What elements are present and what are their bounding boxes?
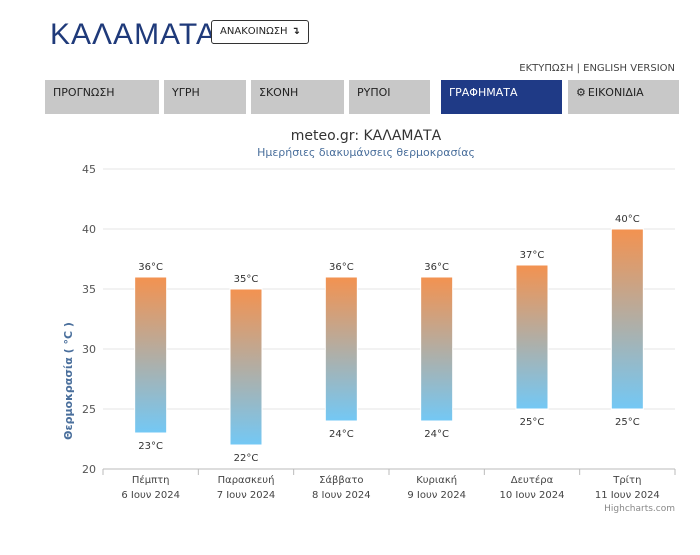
- tab-label: ΓΡΑΦΗΜΑΤΑ: [449, 86, 518, 99]
- low-temp-label: 22°C: [234, 453, 259, 464]
- temperature-bar: [515, 264, 549, 410]
- x-tick-date: 7 Ιουν 2024: [217, 490, 276, 501]
- x-tick-date: 11 Ιουν 2024: [595, 490, 660, 501]
- announcement-button[interactable]: ΑΝΑΚΟΙΝΩΣΗ ↴: [211, 20, 309, 44]
- tab-forecast[interactable]: ΠΡΟΓΝΩΣΗ: [45, 80, 159, 114]
- page-title: ΚΑΛΑΜΑΤΑ: [50, 18, 217, 51]
- tab-humidity[interactable]: ΥΓΡΗ: [164, 80, 246, 114]
- temperature-bar: [610, 228, 644, 410]
- temperature-bar: [324, 276, 358, 422]
- tab-charts[interactable]: ΓΡΑΦΗΜΑΤΑ: [441, 80, 562, 114]
- tab-label: ΠΡΟΓΝΩΣΗ: [53, 86, 115, 99]
- link-separator: |: [576, 63, 580, 74]
- x-tick-day: Τρίτη: [612, 474, 641, 486]
- x-tick-day: Παρασκευή: [218, 474, 275, 486]
- y-tick-label: 45: [82, 163, 96, 176]
- temperature-bar: [134, 276, 168, 434]
- low-temp-label: 24°C: [329, 429, 354, 440]
- chart-container: meteo.gr: ΚΑΛΑΜΑΤΑ Ημερήσιες διακυμάνσει…: [0, 118, 700, 551]
- x-tick-date: 9 Ιουν 2024: [407, 490, 466, 501]
- x-tick-date: 8 Ιουν 2024: [312, 490, 371, 501]
- tab-label: ΡΥΠΟΙ: [357, 86, 391, 99]
- low-temp-label: 25°C: [615, 417, 640, 428]
- print-link[interactable]: ΕΚΤΥΠΩΣΗ: [519, 63, 574, 74]
- top-links: ΕΚΤΥΠΩΣΗ | ENGLISH VERSION: [519, 63, 675, 74]
- tab-label: ΕΙΚΟΝΙΔΙΑ: [587, 86, 644, 99]
- high-temp-label: 40°C: [615, 214, 640, 225]
- chart-credits[interactable]: Highcharts.com: [604, 504, 675, 514]
- x-tick-date: 10 Ιουν 2024: [500, 490, 565, 501]
- tab-pollutants[interactable]: ΡΥΠΟΙ: [349, 80, 430, 114]
- chart-title: meteo.gr: ΚΑΛΑΜΑΤΑ: [291, 128, 442, 144]
- low-temp-label: 25°C: [520, 417, 545, 428]
- y-tick-label: 30: [82, 343, 96, 356]
- x-tick-day: Σάββατο: [319, 474, 363, 486]
- high-temp-label: 35°C: [234, 274, 259, 285]
- tab-icons[interactable]: ⚙ ΕΙΚΟΝΙΔΙΑ: [568, 80, 679, 114]
- announcement-label: ΑΝΑΚΟΙΝΩΣΗ: [220, 26, 288, 37]
- y-tick-label: 25: [82, 403, 96, 416]
- high-temp-label: 37°C: [520, 250, 545, 261]
- y-tick-label: 35: [82, 283, 96, 296]
- high-temp-label: 36°C: [329, 262, 354, 273]
- tab-label: ΣΚΟΝΗ: [259, 86, 299, 99]
- arrow-down-icon: ↴: [291, 26, 300, 37]
- low-temp-label: 24°C: [424, 429, 449, 440]
- y-axis-title: Θερμοκρασία ( °C ): [62, 322, 75, 440]
- tab-label: ΥΓΡΗ: [172, 86, 200, 99]
- x-tick-date: 6 Ιουν 2024: [121, 490, 180, 501]
- x-tick-day: Κυριακή: [416, 474, 457, 486]
- high-temp-label: 36°C: [424, 262, 449, 273]
- temperature-bar: [229, 288, 263, 446]
- gear-icon: ⚙: [576, 86, 586, 99]
- x-tick-day: Πέμπτη: [132, 474, 170, 486]
- y-tick-label: 40: [82, 223, 96, 236]
- tab-dust[interactable]: ΣΚΟΝΗ: [251, 80, 344, 114]
- low-temp-label: 23°C: [138, 441, 163, 452]
- temperature-bar: [420, 276, 454, 422]
- high-temp-label: 36°C: [138, 262, 163, 273]
- x-tick-day: Δευτέρα: [511, 474, 554, 486]
- nav-tabs: ΠΡΟΓΝΩΣΗ ΥΓΡΗ ΣΚΟΝΗ ΡΥΠΟΙ ΓΡΑΦΗΜΑΤΑ ⚙ ΕΙΚ…: [45, 80, 679, 114]
- temperature-range-chart: meteo.gr: ΚΑΛΑΜΑΤΑ Ημερήσιες διακυμάνσει…: [62, 128, 676, 514]
- chart-subtitle: Ημερήσιες διακυμάνσεις θερμοκρασίας: [257, 146, 475, 159]
- english-version-link[interactable]: ENGLISH VERSION: [583, 63, 675, 74]
- y-tick-label: 20: [82, 463, 96, 476]
